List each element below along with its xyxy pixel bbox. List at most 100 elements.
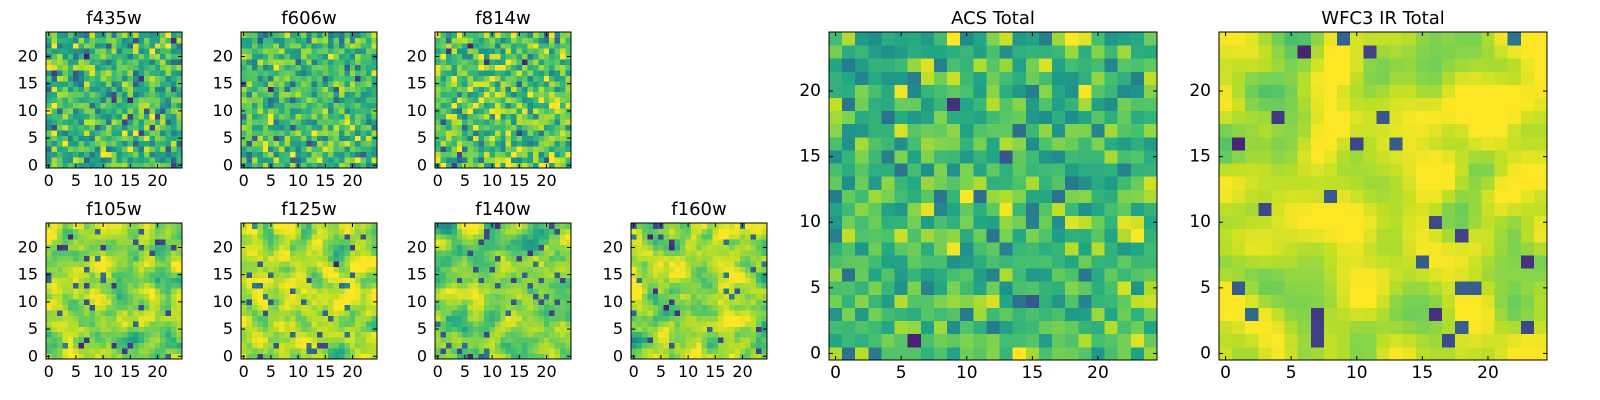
heatmap-cell (750, 239, 757, 246)
heatmap-cell (696, 277, 703, 284)
heatmap-cell (56, 59, 63, 66)
heatmap-cell (122, 228, 128, 235)
heatmap-cell (371, 70, 378, 76)
heatmap-cell (94, 233, 101, 240)
heatmap-cell (456, 53, 463, 60)
heatmap-cell (445, 129, 452, 136)
heatmap-cell (273, 157, 280, 163)
heatmap-cell (300, 124, 307, 131)
heatmap-cell (62, 293, 69, 300)
heatmap-cell (663, 299, 670, 305)
heatmap-cell (122, 86, 128, 93)
heatmap-cell (62, 124, 69, 131)
heatmap-cell (251, 86, 258, 93)
heatmap-cell (317, 151, 323, 158)
heatmap-cell (338, 70, 345, 76)
heatmap-cell (636, 239, 643, 246)
heatmap-cell (56, 102, 63, 109)
heatmap-cells (435, 223, 572, 360)
heatmap-cell (483, 124, 490, 131)
heatmap-cell (641, 223, 648, 229)
heatmap-cell (149, 42, 156, 49)
heatmap-cell (658, 250, 665, 257)
heatmap-cell (1104, 176, 1119, 190)
heatmap-cell (143, 266, 150, 273)
heatmap-cell (473, 266, 479, 273)
heatmap-cell (300, 37, 307, 44)
heatmap-cell (46, 277, 52, 284)
heatmap-cell (73, 337, 80, 344)
heatmap-cell (527, 157, 534, 163)
heatmap-cell (262, 266, 269, 273)
heatmap-cell (462, 277, 469, 284)
heatmap-cell (456, 129, 463, 136)
heatmap-cell (262, 299, 269, 305)
heatmap-cell (690, 255, 697, 262)
heatmap-cell (549, 97, 556, 104)
heatmap-cell (311, 348, 318, 354)
heatmap-cell (111, 261, 118, 267)
heatmap-cell (360, 239, 367, 246)
heatmap-cell (306, 146, 313, 153)
heatmap-cell (658, 348, 665, 354)
heatmap-cell (538, 337, 545, 344)
x-tick-label: 5 (656, 362, 666, 381)
heatmap-cell (111, 91, 118, 98)
heatmap-cell (734, 326, 741, 333)
heatmap-cell (67, 64, 74, 71)
heatmap-cell (881, 333, 895, 348)
heatmap-cell (462, 228, 469, 235)
heatmap-cell (986, 176, 1000, 190)
heatmap-cell (907, 202, 922, 217)
heatmap-cell (344, 119, 351, 125)
heatmap-cell (489, 320, 496, 327)
heatmap-cell (1038, 333, 1053, 348)
heatmap-cell (500, 320, 507, 327)
heatmap-cell (165, 320, 172, 327)
heatmap-cell (532, 342, 539, 349)
x-tick-label: 0 (433, 362, 443, 381)
heatmap-cell (84, 59, 90, 66)
heatmap-cell (51, 124, 58, 131)
heatmap-cell (246, 266, 253, 273)
heatmap-cell (67, 53, 74, 60)
heatmap-cell (445, 348, 452, 354)
heatmap-cell (116, 239, 123, 246)
heatmap-cell (355, 337, 362, 344)
heatmap-cell (251, 64, 258, 71)
heatmap-cell (522, 293, 528, 300)
heatmap-cell (445, 162, 452, 169)
heatmap-cell (647, 320, 654, 327)
heatmap-cell (505, 250, 512, 257)
heatmap-cell (739, 315, 746, 322)
heatmap-cell (511, 244, 517, 251)
heatmap-cell (116, 353, 123, 360)
heatmap-cell (311, 42, 318, 49)
heatmap-cell (300, 282, 307, 289)
heatmap-cell (338, 157, 345, 163)
heatmap-cell (149, 271, 156, 278)
heatmap-cell (78, 223, 85, 229)
heatmap-cell (56, 157, 63, 163)
heatmap-cell (246, 42, 253, 49)
heatmap-cell (986, 268, 1000, 282)
heatmap-cell (543, 299, 550, 305)
heatmap-cell (89, 97, 96, 104)
heatmap-cell (554, 97, 561, 104)
heatmap-cell (532, 64, 539, 71)
heatmap-cell (360, 32, 367, 38)
heatmap-cell (500, 331, 507, 338)
heatmap-cell (1117, 333, 1132, 348)
heatmap-cell (262, 326, 269, 333)
heatmap-cell (516, 146, 523, 153)
heatmap-cell (483, 135, 490, 142)
heatmap-cell (78, 250, 85, 257)
heatmap-cell (505, 255, 512, 262)
heatmap-cell (268, 97, 275, 104)
heatmap-cell (51, 266, 58, 273)
heatmap-cell (451, 119, 458, 125)
heatmap-cell (543, 97, 550, 104)
heatmap-cell (560, 255, 566, 262)
heatmap-cell (355, 119, 362, 125)
heatmap-cell (56, 32, 63, 38)
